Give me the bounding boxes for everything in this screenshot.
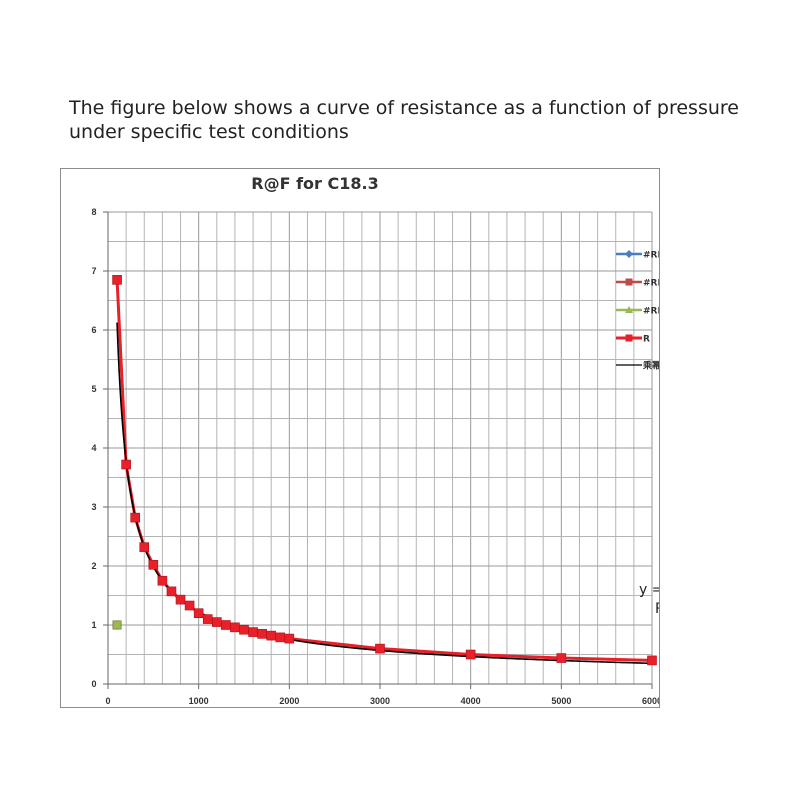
legend-label: R bbox=[643, 335, 650, 345]
legend-marker bbox=[625, 250, 633, 258]
legend: #REF! #REF! #REF! R 乘幂(R) bbox=[616, 250, 659, 372]
caption-line-1: The figure below shows a curve of resist… bbox=[69, 97, 739, 119]
data-point-R bbox=[184, 600, 195, 611]
data-point-R bbox=[275, 632, 286, 643]
data-point-ref-3 bbox=[112, 620, 122, 630]
data-point-R bbox=[284, 633, 295, 644]
data-point-R bbox=[375, 643, 385, 654]
legend-label: #REF! bbox=[643, 279, 659, 289]
figure-caption: The figure below shows a curve of resist… bbox=[69, 96, 749, 144]
y-tick-label: 3 bbox=[91, 502, 96, 512]
y-tick-label: 5 bbox=[91, 384, 96, 394]
trendline-equation: y = 153.18x-0.699 bbox=[639, 581, 659, 598]
y-tick-label: 4 bbox=[91, 443, 96, 453]
data-point-R bbox=[647, 655, 657, 666]
data-point-R bbox=[266, 630, 276, 641]
y-tick-label: 7 bbox=[91, 266, 96, 276]
y-tick-label: 8 bbox=[91, 207, 96, 217]
y-tick-label: 0 bbox=[91, 679, 96, 689]
data-point-R bbox=[121, 459, 131, 470]
x-tick-label: 6000 bbox=[642, 696, 659, 706]
x-tick-label: 0 bbox=[105, 696, 110, 706]
gridlines bbox=[108, 212, 652, 684]
chart: R@F for C18.3 0 1 2 3 4 5 6 7 8 0 1000 2000 3000 4000 5… bbox=[91, 174, 659, 706]
x-tick-label: 5000 bbox=[551, 696, 571, 706]
x-tick-label: 4000 bbox=[461, 696, 481, 706]
data-point-R bbox=[202, 614, 213, 624]
legend-label: #REF! bbox=[643, 307, 659, 317]
x-tick-label: 1000 bbox=[189, 696, 209, 706]
data-point-R bbox=[239, 624, 249, 635]
caption-line-2: under specific test conditions bbox=[69, 121, 349, 143]
data-point-R bbox=[248, 627, 258, 637]
chart-title: R@F for C18.3 bbox=[251, 174, 378, 193]
data-point-R bbox=[166, 586, 177, 597]
data-point-R bbox=[175, 594, 186, 605]
r-squared-label: R² = 0.9972 bbox=[655, 601, 659, 617]
data-point-R bbox=[556, 653, 567, 663]
data-point-R bbox=[130, 512, 140, 523]
y-tick-label: 6 bbox=[91, 325, 96, 335]
legend-label: #REF! bbox=[643, 251, 659, 261]
data-point-R bbox=[212, 617, 222, 627]
data-point-R bbox=[139, 542, 150, 552]
data-point-R bbox=[230, 622, 240, 633]
data-point-R bbox=[148, 560, 159, 570]
y-tick-label: 1 bbox=[91, 620, 96, 630]
data-point-R bbox=[221, 620, 231, 630]
chart-frame: R@F for C18.3 0 1 2 3 4 5 6 7 8 0 1000 2000 3000 4000 5… bbox=[60, 168, 660, 708]
legend-label: 乘幂(R) bbox=[642, 360, 659, 372]
x-tick-label: 2000 bbox=[279, 696, 299, 706]
data-point-R bbox=[193, 608, 204, 619]
legend-marker bbox=[625, 278, 633, 286]
x-tick-label: 3000 bbox=[370, 696, 390, 706]
legend-marker bbox=[625, 334, 633, 342]
data-point-R bbox=[465, 649, 476, 660]
data-point-R bbox=[257, 629, 267, 639]
data-point-R bbox=[157, 575, 168, 586]
y-tick-label: 2 bbox=[91, 561, 96, 571]
legend-marker bbox=[625, 306, 633, 313]
data-point-R bbox=[112, 275, 122, 285]
